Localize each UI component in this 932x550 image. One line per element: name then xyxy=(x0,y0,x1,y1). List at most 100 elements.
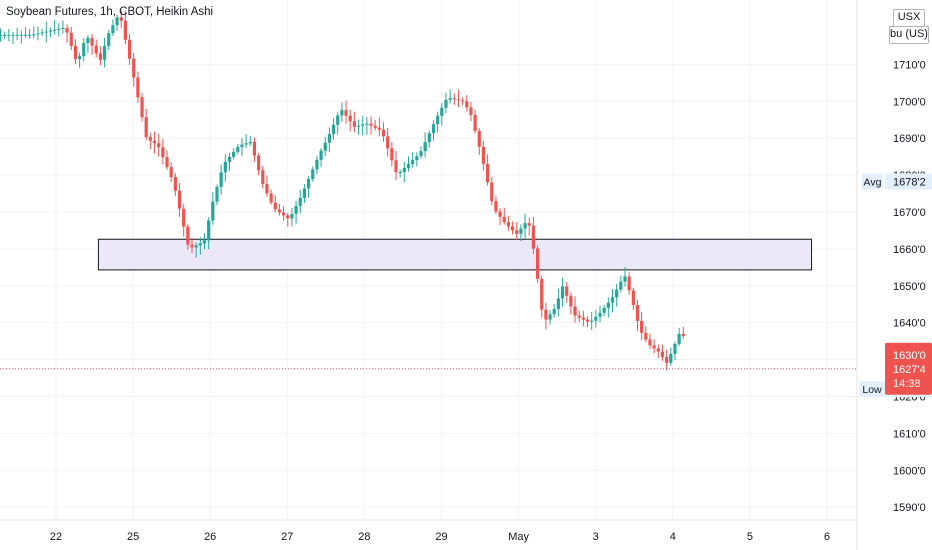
candle-body xyxy=(132,58,136,78)
candles xyxy=(0,9,685,371)
candle-body xyxy=(48,30,53,32)
zone-rectangle[interactable] xyxy=(97,238,813,271)
candle-body xyxy=(73,45,78,60)
candle-body xyxy=(498,211,502,217)
candle-body xyxy=(277,209,282,213)
candle-body xyxy=(652,345,656,349)
candle-body xyxy=(619,281,623,290)
candle-body xyxy=(415,156,419,161)
candle-body xyxy=(544,309,548,320)
candle-body xyxy=(585,319,590,322)
candle-body xyxy=(336,115,340,125)
candle-body xyxy=(194,245,198,248)
candle-body xyxy=(182,208,186,227)
candle-body xyxy=(660,351,665,357)
candle-body xyxy=(223,161,227,173)
candle-body xyxy=(11,34,15,36)
candle-body xyxy=(348,115,352,122)
candle-body xyxy=(32,34,36,36)
candle-body xyxy=(161,147,165,158)
candle-body xyxy=(211,201,215,221)
candle-body xyxy=(44,31,48,33)
candle-body xyxy=(198,243,202,246)
y-tick-label: 1610'0 xyxy=(893,428,926,440)
candle-body xyxy=(123,20,127,40)
candle-body xyxy=(481,146,486,164)
candle-body xyxy=(427,133,431,143)
candle-body xyxy=(331,124,336,135)
candle-body xyxy=(7,34,11,36)
candle-body xyxy=(673,343,677,354)
candle-body xyxy=(290,213,294,219)
candle-body xyxy=(515,230,519,234)
candle-body xyxy=(377,127,381,130)
candle-body xyxy=(344,110,348,116)
candle-body xyxy=(215,186,219,202)
candle-body xyxy=(552,308,556,315)
candle-body xyxy=(23,34,28,36)
unit-button[interactable]: bu (US) xyxy=(889,26,929,44)
price-axis[interactable]: 1710'01700'01690'01680'01670'01660'01650… xyxy=(893,59,926,514)
candle-body xyxy=(186,226,190,245)
candle-body xyxy=(677,333,681,344)
candle-body xyxy=(373,125,377,128)
candle-body xyxy=(165,157,169,168)
candle-body xyxy=(490,182,494,202)
x-tick-label: 4 xyxy=(670,531,676,543)
candle-body xyxy=(94,45,98,54)
candle-body xyxy=(456,99,461,101)
currency-button[interactable]: USX xyxy=(893,9,925,27)
candle-body xyxy=(244,143,248,145)
candle-body xyxy=(98,53,103,60)
candle-body xyxy=(261,170,265,184)
candle-body xyxy=(473,114,477,131)
candle-body xyxy=(119,17,123,21)
candle-body xyxy=(315,159,319,170)
candle-body xyxy=(656,348,660,352)
y-tick-label: 1590'0 xyxy=(893,502,926,514)
candle-body xyxy=(527,223,531,226)
candle-body xyxy=(669,353,673,363)
candle-body xyxy=(577,315,581,318)
support-zone[interactable] xyxy=(97,238,813,271)
candle-body xyxy=(390,148,394,161)
candle-body xyxy=(236,146,240,152)
candle-body xyxy=(269,193,273,203)
candle-body xyxy=(352,121,356,127)
candle-body xyxy=(623,276,627,282)
candle-body xyxy=(665,356,669,363)
candle-body xyxy=(265,183,269,194)
candle-body xyxy=(281,212,286,216)
candle-body xyxy=(15,34,19,36)
candle-body xyxy=(444,99,448,108)
candle-body xyxy=(102,45,107,60)
candle-body xyxy=(510,226,515,231)
candle-body xyxy=(144,117,148,138)
candle-body xyxy=(136,77,140,98)
candle-body xyxy=(248,141,252,144)
candle-body xyxy=(465,101,469,108)
low-label-box xyxy=(859,381,885,398)
candle-body xyxy=(644,332,648,340)
candle-body xyxy=(36,33,40,35)
y-tick-label: 1690'0 xyxy=(893,133,926,145)
countdown-text: 14:38 xyxy=(893,378,921,390)
x-tick-label: 6 xyxy=(824,531,830,543)
candle-body xyxy=(252,141,257,156)
avg-value-box xyxy=(885,173,932,190)
time-axis[interactable]: 22 25 26 27 28 29 May 3 4 5 6 xyxy=(50,531,830,543)
x-tick-label: 28 xyxy=(358,531,370,543)
candle-body xyxy=(323,142,327,151)
candle-body xyxy=(173,177,177,191)
candle-body xyxy=(506,222,511,227)
candle-body xyxy=(240,144,244,147)
candle-body xyxy=(640,320,644,333)
candle-body xyxy=(0,34,3,36)
chart-title: Soybean Futures, 1h, CBOT, Heikin Ashi xyxy=(6,6,214,18)
candle-body xyxy=(306,178,311,189)
candle-body xyxy=(519,228,523,234)
candle-body xyxy=(61,27,65,29)
y-tick-label: 1600'0 xyxy=(893,465,926,477)
x-tick-label: May xyxy=(508,531,529,543)
